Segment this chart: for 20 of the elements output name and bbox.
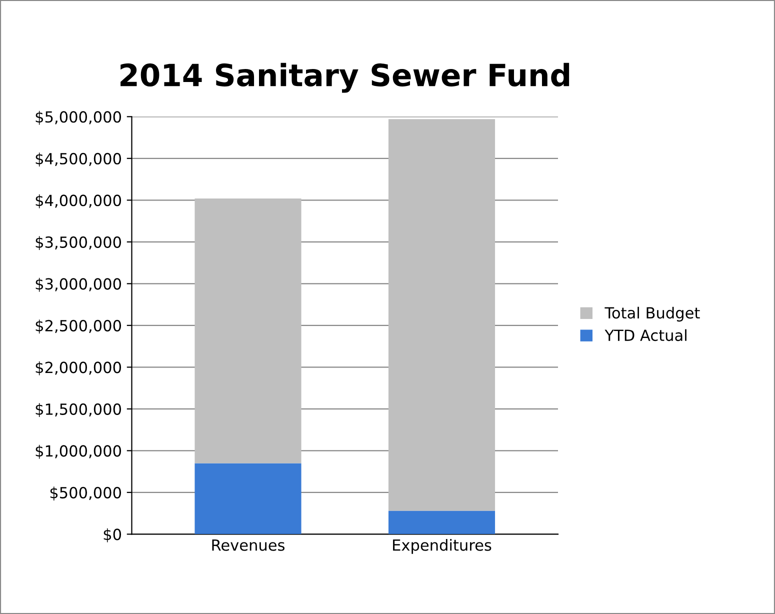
legend-label: YTD Actual bbox=[604, 329, 686, 342]
y-tick-label: $1,500,000 bbox=[36, 403, 122, 417]
y-tick-label: $4,500,000 bbox=[36, 152, 122, 166]
legend-label: Total Budget bbox=[604, 306, 700, 322]
bar bbox=[388, 510, 496, 534]
y-tick-label: $3,500,000 bbox=[36, 236, 122, 250]
bar bbox=[194, 463, 302, 534]
y-tick-label: $2,500,000 bbox=[36, 320, 122, 334]
y-tick-label: $1,000,000 bbox=[36, 444, 122, 459]
y-tick-label: $4,000,000 bbox=[36, 194, 122, 208]
y-tick-label: $0 bbox=[104, 528, 122, 542]
x-tick-label: Revenues bbox=[212, 540, 284, 551]
bar bbox=[194, 198, 302, 464]
y-tick-label: $2,000,000 bbox=[36, 361, 122, 376]
y-tick-label: $500,000 bbox=[50, 486, 122, 500]
bar bbox=[388, 119, 496, 511]
y-tick-label: $3,000,000 bbox=[36, 278, 122, 292]
y-tick-label: $5,000,000 bbox=[36, 110, 122, 125]
chart-title: 2014 Sanitary Sewer Fund bbox=[120, 62, 570, 93]
x-tick-label: Expenditures bbox=[393, 539, 492, 554]
